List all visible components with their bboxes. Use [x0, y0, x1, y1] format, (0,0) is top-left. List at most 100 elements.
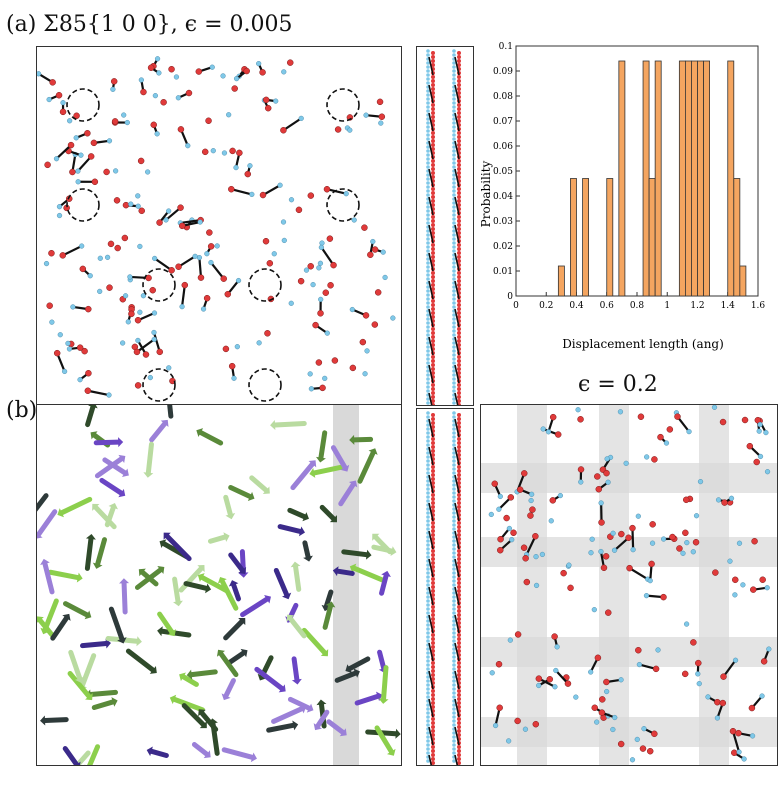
- bond: [428, 418, 434, 438]
- oxygen-atom: [142, 351, 150, 358]
- arrow-head: [74, 676, 85, 683]
- oxygen-atom: [431, 533, 435, 537]
- oxygen-atom: [222, 345, 230, 353]
- hydrogen-atom: [641, 726, 647, 732]
- hydrogen-atom: [75, 168, 81, 174]
- hydrogen-atom: [303, 267, 310, 273]
- arrow-head: [143, 472, 154, 478]
- oxygen-atom: [457, 115, 461, 119]
- oxygen-atom: [177, 204, 184, 211]
- bond: [428, 392, 433, 405]
- hydrogen-atom: [488, 511, 494, 518]
- displacement-arrow: [79, 653, 97, 689]
- oxygen-atom: [160, 99, 167, 106]
- oxygen-atom: [431, 327, 435, 331]
- hydrogen-atom: [452, 451, 456, 455]
- oxygen-atom: [457, 637, 461, 641]
- hydrogen-atom: [683, 621, 690, 627]
- oxygen-atom: [431, 307, 435, 311]
- hydrogen-atom: [452, 297, 456, 301]
- displacement-arrow: [377, 649, 387, 671]
- oxygen-atom: [326, 235, 334, 242]
- oxygen-atom: [362, 312, 370, 319]
- histogram-bar: [582, 178, 590, 297]
- oxygen-atom: [431, 115, 435, 119]
- oxygen-atom: [457, 55, 461, 59]
- oxygen-atom: [367, 251, 374, 259]
- arrow-head: [217, 576, 227, 584]
- hydrogen-atom: [426, 261, 430, 265]
- y-tick-label: 0.03: [493, 217, 513, 227]
- oxygen-atom: [457, 605, 461, 609]
- oxygen-atom: [719, 699, 727, 707]
- displacement-arrow: [145, 441, 154, 476]
- bond: [454, 446, 460, 466]
- oxygen-atom: [46, 302, 53, 309]
- oxygen-atom: [514, 717, 521, 725]
- oxygen-atom: [53, 349, 61, 357]
- oxygen-atom: [626, 564, 633, 572]
- hydrogen-atom: [452, 635, 456, 639]
- displacement-arrow: [373, 534, 393, 555]
- oxygen-atom: [431, 131, 435, 135]
- oxygen-atom: [457, 753, 461, 757]
- oxygen-atom: [203, 294, 211, 302]
- displacement-arrow: [374, 725, 394, 754]
- displacement-arrow: [102, 457, 128, 476]
- oxygen-atom: [457, 745, 461, 749]
- oxygen-atom: [431, 717, 435, 721]
- hydrogen-atom: [554, 644, 560, 650]
- oxygen-atom: [657, 433, 664, 441]
- oxygen-atom: [732, 576, 739, 584]
- arrow-head: [119, 578, 130, 584]
- hydrogen-atom: [696, 681, 702, 687]
- hydrogen-atom: [127, 274, 133, 280]
- oxygen-atom: [457, 259, 461, 263]
- dashed-circle: [66, 188, 100, 222]
- hydrogen-atom: [452, 277, 456, 281]
- displacement-arrow: [140, 569, 159, 587]
- hydrogen-atom: [452, 495, 456, 499]
- hydrogen-atom: [452, 101, 456, 105]
- oxygen-atom: [602, 553, 610, 560]
- hydrogen-atom: [426, 185, 430, 189]
- hydrogen-atom: [452, 459, 456, 463]
- oxygen-atom: [207, 243, 215, 250]
- oxygen-atom: [431, 553, 435, 557]
- oxygen-atom: [635, 646, 642, 654]
- bond: [428, 670, 434, 690]
- bond: [454, 112, 460, 132]
- oxygen-atom: [549, 497, 557, 504]
- oxygen-atom: [457, 525, 461, 529]
- hydrogen-atom: [256, 340, 262, 346]
- hydrogen-atom: [221, 150, 228, 156]
- hydrogen-atom: [496, 506, 502, 512]
- hydrogen-atom: [310, 282, 316, 288]
- oxygen-atom: [457, 613, 461, 617]
- bond: [428, 754, 433, 765]
- hydrogen-atom: [644, 454, 650, 460]
- hydrogen-atom: [452, 49, 456, 53]
- hydrogen-atom: [140, 293, 147, 299]
- oxygen-atom: [431, 473, 435, 477]
- bond: [454, 754, 459, 765]
- hydrogen-atom: [452, 479, 456, 483]
- histogram-canvas: Displacement length (ang) Probability 00…: [479, 42, 765, 351]
- arrow-head: [136, 636, 142, 647]
- hydrogen-atom: [426, 97, 430, 101]
- hydrogen-atom: [426, 627, 430, 631]
- panel-b-label: (b): [6, 398, 38, 423]
- displacement-arrow: [47, 569, 81, 581]
- displacement-arrow: [84, 536, 94, 571]
- hydrogen-atom: [426, 483, 430, 487]
- hydrogen-atom: [452, 61, 456, 65]
- hydrogen-atom: [426, 707, 430, 711]
- oxygen-atom: [431, 609, 435, 613]
- oxygen-atom: [137, 157, 145, 165]
- hydrogen-atom: [610, 726, 616, 733]
- oxygen-atom: [87, 153, 95, 160]
- hydrogen-atom: [426, 257, 430, 261]
- arrow-head: [37, 616, 44, 623]
- oxygen-atom: [266, 260, 274, 267]
- hydrogen-atom: [151, 336, 157, 342]
